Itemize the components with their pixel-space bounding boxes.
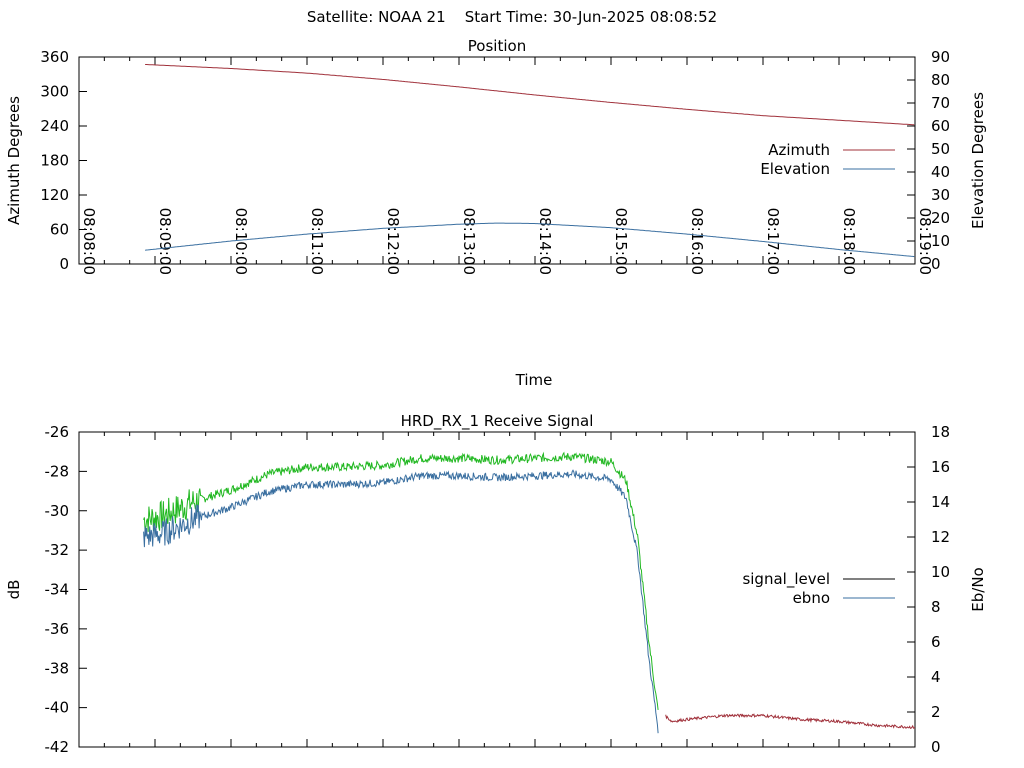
chart-main-title: Satellite: NOAA 21 Start Time: 30-Jun-20… xyxy=(306,8,718,26)
position-y-tick-label: 180 xyxy=(40,152,69,170)
position-chart-title: Position xyxy=(468,37,526,55)
signal-chart-title: HRD_RX_1 Receive Signal xyxy=(401,412,594,431)
position-y2-tick-label: 50 xyxy=(931,140,950,158)
position-x-axis-label: Time xyxy=(515,371,553,389)
signal-y-axis-label: dB xyxy=(5,580,23,600)
signal-y2-tick-label: 8 xyxy=(931,598,941,616)
position-y-tick-label: 120 xyxy=(40,186,69,204)
signal-y2-tick-label: 2 xyxy=(931,703,941,721)
signal-legend-signal-level-label: signal_level xyxy=(742,570,830,589)
position-y2-tick-label: 30 xyxy=(931,186,950,204)
signal-y2-tick-label: 12 xyxy=(931,528,950,546)
position-y2-tick-label: 80 xyxy=(931,71,950,89)
position-y2-tick-label: 90 xyxy=(931,48,950,66)
position-x-tick-label: 08:18:00 xyxy=(840,208,858,275)
position-y-tick-label: 0 xyxy=(59,255,69,273)
position-x-tick-label: 08:08:00 xyxy=(80,208,98,275)
signal-y2-tick-label: 16 xyxy=(931,458,950,476)
position-y2-tick-label: 10 xyxy=(931,232,950,250)
position-series-elevation-line xyxy=(145,222,915,258)
signal-y2-tick-label: 4 xyxy=(931,668,941,686)
position-y2-axis-label: Elevation Degrees xyxy=(969,92,987,229)
signal-legend-ebno-label: ebno xyxy=(793,589,830,607)
signal-green-trace-line xyxy=(143,451,659,710)
signal-y-tick-label: -30 xyxy=(45,502,70,520)
signal-y2-axis-label: Eb/No xyxy=(969,567,987,611)
signal-y-tick-label: -32 xyxy=(45,541,70,559)
position-y2-tick-label: 40 xyxy=(931,163,950,181)
position-x-tick-label: 08:09:00 xyxy=(156,208,174,275)
position-y2-tick-label: 20 xyxy=(931,209,950,227)
signal-y2-tick-label: 10 xyxy=(931,563,950,581)
position-x-tick-label: 08:11:00 xyxy=(308,208,326,275)
signal-y-tick-label: -42 xyxy=(45,738,70,756)
signal-y-tick-label: -26 xyxy=(45,423,70,441)
signal-y2-tick-label: 6 xyxy=(931,633,941,651)
position-x-tick-label: 08:14:00 xyxy=(536,208,554,275)
signal-plot-frame xyxy=(78,431,916,748)
position-y2-tick-label: 60 xyxy=(931,117,950,135)
position-y2-tick-label: 0 xyxy=(931,255,941,273)
position-x-tick-label: 08:13:00 xyxy=(460,208,478,275)
signal-y2-tick-label: 14 xyxy=(931,493,950,511)
signal-y-tick-label: -36 xyxy=(45,620,70,638)
position-x-tick-label: 08:10:00 xyxy=(232,208,250,275)
position-y2-tick-label: 70 xyxy=(931,94,950,112)
signal-y-tick-label: -28 xyxy=(45,462,70,480)
signal-y2-tick-label: 0 xyxy=(931,738,941,756)
signal-y-tick-label: -38 xyxy=(45,659,70,677)
signal-series-signal-level-line xyxy=(665,713,915,729)
position-y-tick-label: 360 xyxy=(40,48,69,66)
signal-y-tick-label: -34 xyxy=(45,581,70,599)
signal-y2-tick-label: 18 xyxy=(931,423,950,441)
position-y-axis-label: Azimuth Degrees xyxy=(5,96,23,225)
position-x-tick-label: 08:15:00 xyxy=(612,208,630,275)
signal-series-ebno-line xyxy=(143,469,659,734)
position-x-tick-label: 08:12:00 xyxy=(384,208,402,275)
position-series-azimuth-line xyxy=(145,64,915,126)
position-x-tick-label: 08:19:00 xyxy=(916,208,934,275)
position-legend-azimuth-label: Azimuth xyxy=(768,141,830,159)
position-y-tick-label: 240 xyxy=(40,117,69,135)
position-x-tick-label: 08:16:00 xyxy=(688,208,706,275)
position-y-tick-label: 60 xyxy=(50,221,69,239)
position-legend-elevation-label: Elevation xyxy=(760,160,830,178)
signal-y-tick-label: -40 xyxy=(45,699,70,717)
position-y-tick-label: 300 xyxy=(40,83,69,101)
position-x-tick-label: 08:17:00 xyxy=(764,208,782,275)
